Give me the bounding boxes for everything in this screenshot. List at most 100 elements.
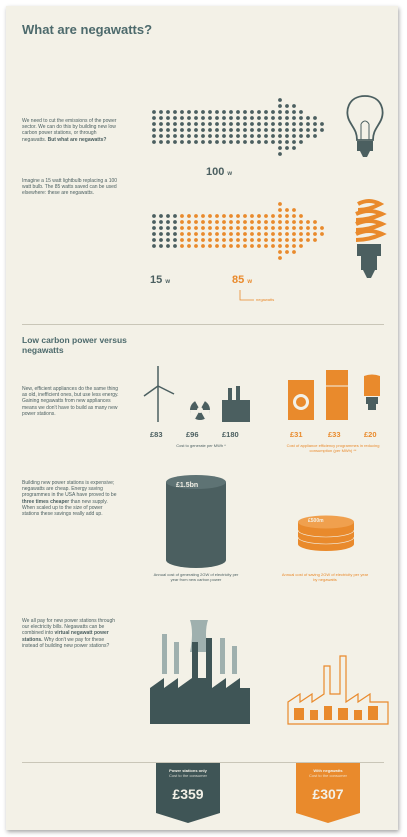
dot [208,122,212,126]
dot [313,232,317,236]
dot [271,140,275,144]
dot [250,116,254,120]
dot [271,128,275,132]
dot [320,232,324,236]
section-title: Low carbon power versus negawatts [22,336,132,355]
dot [299,122,303,126]
dot [271,214,275,218]
dot [306,128,310,132]
cylinder-label: £1.5bn [176,482,198,489]
dot [250,220,254,224]
dot [264,134,268,138]
caption: Annual cost of saving 2GW of electricity… [280,572,370,582]
dot [292,250,296,254]
dot [292,110,296,114]
dot [180,214,184,218]
dot [320,226,324,230]
dot [250,232,254,236]
dot [194,110,198,114]
dot [236,214,240,218]
dot [243,214,247,218]
dot [201,122,205,126]
dot [173,226,177,230]
dot [278,110,282,114]
dot [159,214,163,218]
dot [229,122,233,126]
dot [201,220,205,224]
dot [208,134,212,138]
dot [215,134,219,138]
dot [229,140,233,144]
dot [159,232,163,236]
dot [173,116,177,120]
dot [173,214,177,218]
dot [306,116,310,120]
dot [222,238,226,242]
dot [285,110,289,114]
dot [236,140,240,144]
dot [236,244,240,248]
value: 85 [232,274,244,286]
dot [243,134,247,138]
dot [215,110,219,114]
dot [208,226,212,230]
dot [257,238,261,242]
dot [250,244,254,248]
dot [208,140,212,144]
caption: Annual cost of generating 2GW of electri… [151,572,241,582]
dot [152,122,156,126]
dot [201,128,205,132]
dot [250,226,254,230]
dot [250,122,254,126]
dot [285,134,289,138]
dot [222,116,226,120]
dot [285,250,289,254]
dot [187,220,191,224]
dot [292,146,296,150]
dot [222,232,226,236]
dot [278,238,282,242]
dot [215,140,219,144]
dot [173,134,177,138]
dot [313,226,317,230]
dot [271,226,275,230]
dot [278,134,282,138]
dot [208,232,212,236]
dot [292,214,296,218]
dot [194,134,198,138]
dot [264,140,268,144]
dot [201,140,205,144]
dot [243,220,247,224]
dot [299,220,303,224]
dot [180,244,184,248]
dot [278,152,282,156]
dot [166,244,170,248]
dot [292,232,296,236]
bill-value: £359 [156,786,220,802]
dot [215,220,219,224]
dot [271,116,275,120]
dot [257,116,261,120]
dot [236,122,240,126]
dot [299,140,303,144]
unit: w [247,279,252,285]
dot [215,226,219,230]
dot [222,134,226,138]
dot [166,110,170,114]
dot [152,128,156,132]
dot [285,140,289,144]
dot [173,238,177,242]
dot [264,232,268,236]
dot [180,232,184,236]
dot [152,140,156,144]
dot [313,122,317,126]
dot [229,244,233,248]
efficiency-cost: £31 [290,430,303,439]
dot [187,244,191,248]
page-body: {"header": {"title": "What are negawatts… [0,0,407,837]
dot [194,122,198,126]
dot [264,220,268,224]
dot [180,220,184,224]
generation-cost: £96 [186,430,199,439]
